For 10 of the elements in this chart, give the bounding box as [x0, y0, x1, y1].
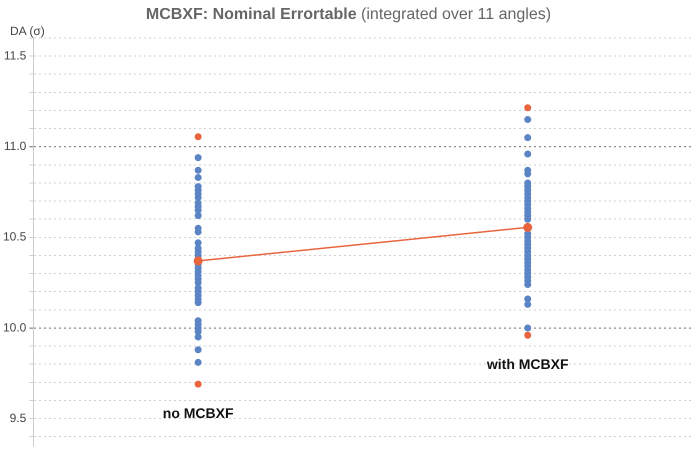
y-tick-label: 10.0: [2, 320, 27, 334]
y-axis-title: DA (σ): [10, 24, 45, 38]
y-tick-label: 10.5: [2, 230, 27, 244]
x-tick-label: no MCBXF: [162, 405, 234, 422]
y-tick-label: 11.5: [4, 48, 27, 62]
y-tick-label: 9.5: [10, 410, 27, 425]
x-tick-label: with MCBXF: [486, 356, 569, 372]
chart-title: MCBXF: Nominal Errortable: [146, 6, 357, 23]
chart-subtitle: (integrated over 11 angles): [361, 6, 552, 23]
y-tick-label: 11.0: [4, 139, 27, 154]
